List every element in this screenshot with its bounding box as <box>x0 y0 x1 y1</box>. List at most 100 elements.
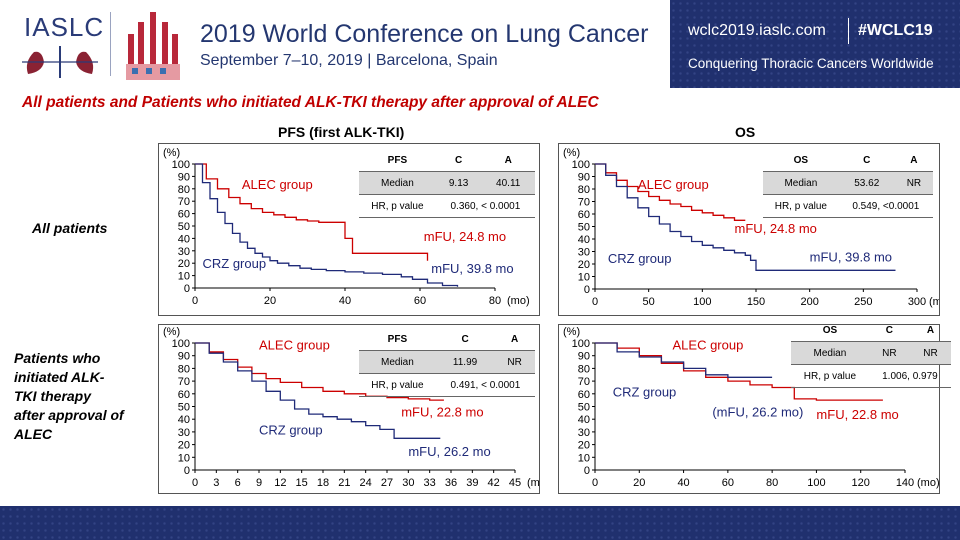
y-tick-label: 70 <box>178 196 190 208</box>
y-tick-label: 50 <box>178 402 190 414</box>
os-column-title: OS <box>735 124 756 140</box>
y-tick-label: 40 <box>178 233 190 245</box>
y-tick-label: 90 <box>178 351 190 363</box>
chart-annotation: CRZ group <box>613 384 677 399</box>
y-tick-label: 60 <box>578 389 590 401</box>
x-tick-label: 33 <box>424 477 436 489</box>
x-axis-label: (mo) <box>929 296 939 308</box>
x-tick-label: 21 <box>338 477 350 489</box>
stats-table: OS C A Median NR NR HR, p value 1.006, 0.979 <box>791 319 951 388</box>
chart-annotation: CRZ group <box>259 422 323 437</box>
y-tick-label: 50 <box>578 222 590 234</box>
conference-header: IASLC 2019 World Conference on Lung Canc… <box>0 0 960 88</box>
y-tick-label: 20 <box>578 259 590 271</box>
x-axis-label: (mo) <box>507 295 530 307</box>
y-tick-label: 80 <box>178 184 190 196</box>
km-curve-crz-group <box>595 163 896 271</box>
x-tick-label: 30 <box>402 477 414 489</box>
x-tick-label: 6 <box>235 477 241 489</box>
conference-dates-location: September 7–10, 2019 | Barcelona, Spain <box>200 52 498 69</box>
x-tick-label: 42 <box>488 477 500 489</box>
chart-os-post-approval: 0 10 20 30 40 50 60 70 80 90 100 0 20 40 60 80 100 120 140… <box>558 324 951 494</box>
conference-website: wclc2019.iaslc.com <box>688 22 826 39</box>
x-tick-label: 15 <box>296 477 308 489</box>
x-tick-label: 27 <box>381 477 393 489</box>
conference-slogan: Conquering Thoracic Cancers Worldwide <box>688 56 934 71</box>
y-tick-label: 100 <box>172 159 190 171</box>
chart-annotation: mFU, 22.8 mo <box>401 405 483 420</box>
y-tick-label: 100 <box>572 159 590 171</box>
y-tick-label: 10 <box>578 452 590 464</box>
x-tick-label: 150 <box>747 296 765 308</box>
km-curve-alec-group <box>195 163 429 261</box>
chart-annotation: mFU, 24.8 mo <box>424 229 506 244</box>
y-tick-label: 40 <box>578 414 590 426</box>
chart-annotation: ALEC group <box>242 177 313 192</box>
km-curve-alec-group <box>595 163 746 221</box>
y-tick-label: 50 <box>578 402 590 414</box>
y-tick-label: 30 <box>578 427 590 439</box>
y-tick-label: 30 <box>578 247 590 259</box>
chart-annotation: mFU, 26.2 mo <box>408 444 490 459</box>
y-tick-label: 30 <box>178 427 190 439</box>
y-tick-label: 90 <box>178 171 190 183</box>
km-curve-crz-group <box>195 163 459 287</box>
conference-title: 2019 World Conference on Lung Cancer <box>200 20 649 48</box>
y-tick-label: 60 <box>178 209 190 221</box>
x-tick-label: 12 <box>274 477 286 489</box>
x-tick-label: 20 <box>633 477 645 489</box>
header-brand-panel: wclc2019.iaslc.com #WCLC19 Conquering Th… <box>670 0 960 88</box>
y-tick-label: 100 <box>572 338 590 350</box>
chart-pfs-post-approval: 0 10 20 30 40 50 60 70 80 90 100 0 3 6 9 12 15 18 21 24 27 30… <box>158 324 540 494</box>
x-tick-label: 3 <box>213 477 219 489</box>
y-tick-label: 20 <box>178 440 190 452</box>
y-tick-label: 10 <box>178 271 190 283</box>
row-label-all-patients: All patients <box>32 220 108 236</box>
x-tick-label: 39 <box>466 477 478 489</box>
y-axis-label: (%) <box>163 326 180 338</box>
stats-table: OS C A Median 53.62 NR HR, p value 0.549, <0.… <box>763 149 933 218</box>
row-label-post-approval: Patients who initiated ALK- TKI therapy … <box>14 350 124 442</box>
km-curve-alec-group <box>195 342 444 401</box>
y-tick-label: 70 <box>578 376 590 388</box>
chart-annotation: mFU, 22.8 mo <box>816 407 898 422</box>
x-tick-label: 100 <box>693 296 711 308</box>
chart-annotation: ALEC group <box>259 337 330 352</box>
x-tick-label: 0 <box>592 477 598 489</box>
y-tick-label: 10 <box>178 452 190 464</box>
y-axis-label: (%) <box>563 326 580 338</box>
y-tick-label: 40 <box>578 234 590 246</box>
chart-annotation: ALEC group <box>638 177 709 192</box>
km-curve-crz-group <box>595 342 773 378</box>
y-tick-label: 70 <box>178 376 190 388</box>
x-axis-label: (mo) <box>527 477 539 489</box>
y-tick-label: 0 <box>584 465 590 477</box>
y-tick-label: 80 <box>578 363 590 375</box>
y-tick-label: 70 <box>578 197 590 209</box>
y-tick-label: 20 <box>178 258 190 270</box>
x-tick-label: 0 <box>192 477 198 489</box>
header-divider <box>110 12 111 76</box>
y-tick-label: 60 <box>178 389 190 401</box>
y-tick-label: 90 <box>578 172 590 184</box>
x-tick-label: 100 <box>807 477 825 489</box>
x-tick-label: 60 <box>722 477 734 489</box>
y-tick-label: 100 <box>172 338 190 350</box>
x-tick-label: 120 <box>852 477 870 489</box>
stats-table: PFS C A Median 9.13 40.11 HR, p value 0.360, … <box>359 149 535 218</box>
chart-annotation: mFU, 24.8 mo <box>735 221 817 236</box>
y-tick-label: 90 <box>578 351 590 363</box>
iaslc-lung-logo-icon <box>22 46 98 78</box>
y-tick-label: 80 <box>178 363 190 375</box>
y-axis-label: (%) <box>163 147 180 159</box>
km-curve-crz-group <box>195 342 441 439</box>
x-tick-label: 300 <box>908 296 926 308</box>
chart-pfs-all-patients: 0 10 20 30 40 50 60 70 80 90 100 0 20 40 60 80 (%) (mo) AL… <box>158 143 540 316</box>
y-tick-label: 0 <box>584 284 590 296</box>
y-tick-label: 40 <box>178 414 190 426</box>
x-tick-label: 80 <box>766 477 778 489</box>
chart-os-all-patients: 0 10 20 30 40 50 60 70 80 90 100 0 50 100 150 200 250 300… <box>558 143 940 316</box>
x-tick-label: 50 <box>643 296 655 308</box>
